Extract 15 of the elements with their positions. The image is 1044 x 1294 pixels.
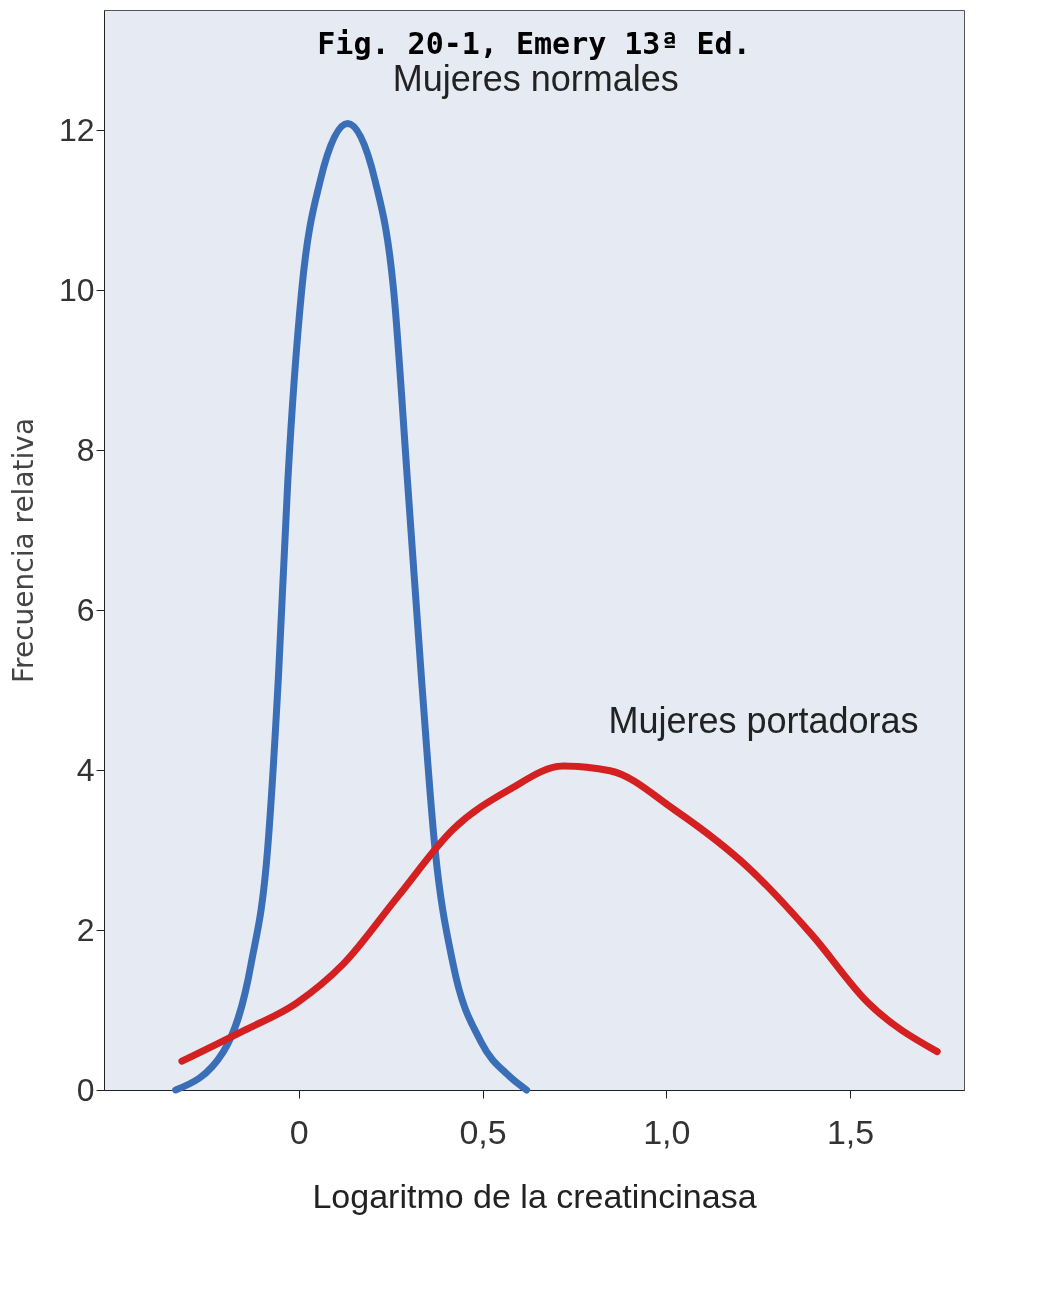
y-tick-label: 8 — [76, 431, 95, 468]
y-tick-label: 2 — [76, 911, 95, 948]
series-label: Mujeres portadoras — [608, 700, 919, 741]
x-tick-label: 0,5 — [459, 1112, 507, 1151]
y-tick-label: 6 — [76, 591, 95, 628]
x-axis-title: Logaritmo de la creatincinasa — [312, 1176, 757, 1215]
text: Fig. 20-1, Emery 13ª Ed. — [317, 26, 751, 61]
y-tick-label: 10 — [58, 271, 95, 308]
x-tick-label: 1,0 — [643, 1112, 691, 1151]
y-tick-label: 0 — [76, 1071, 95, 1108]
x-tick-label: 0 — [289, 1112, 309, 1151]
y-tick-label: 4 — [76, 751, 95, 788]
y-axis-title: Frecuencia relativa — [6, 417, 40, 684]
y-tick-label: 12 — [58, 111, 95, 148]
x-tick-label: 1,5 — [826, 1112, 875, 1151]
